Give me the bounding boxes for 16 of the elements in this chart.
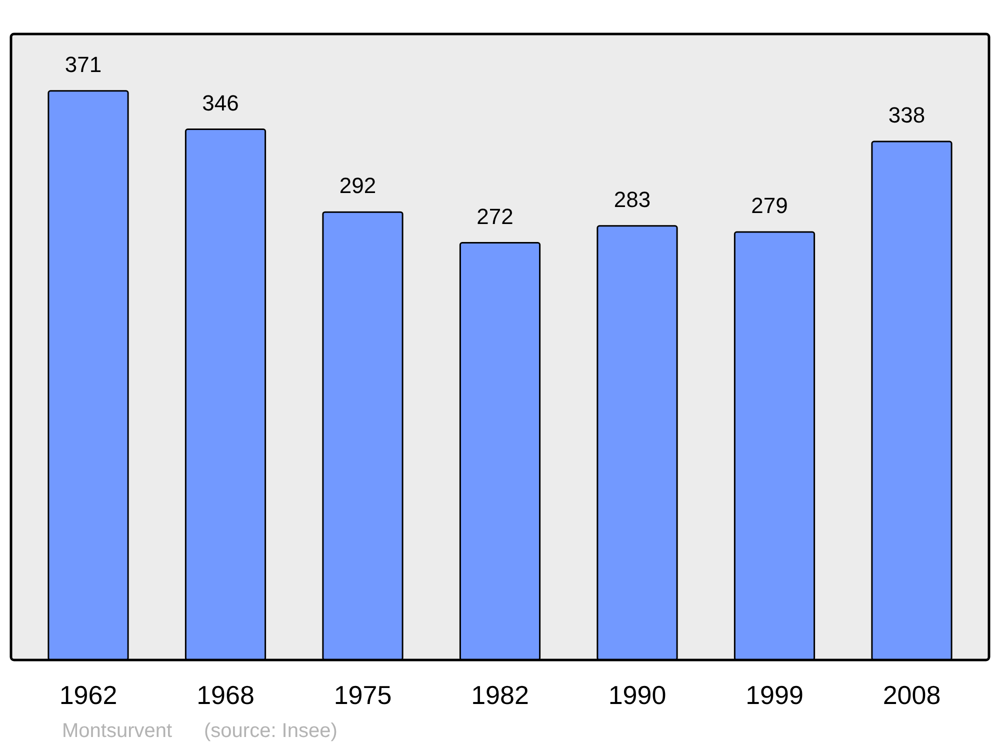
data-label: 338 xyxy=(888,102,926,128)
data-label: 279 xyxy=(751,193,788,218)
x-tick-label: 1962 xyxy=(59,680,118,710)
data-label: 292 xyxy=(339,173,376,198)
x-tick-label: 1968 xyxy=(196,680,254,710)
x-tick-label: 1982 xyxy=(471,680,529,710)
text: Montsurvent xyxy=(62,720,172,742)
x-tick-label: 1990 xyxy=(608,680,666,710)
x-tick-label: 1975 xyxy=(334,680,392,710)
x-tick-label: 2008 xyxy=(882,680,941,710)
data-label: 272 xyxy=(476,204,514,229)
x-tick-label: 1999 xyxy=(746,680,804,710)
data-label: 346 xyxy=(202,90,239,116)
data-label: 371 xyxy=(64,52,102,77)
data-label: 283 xyxy=(614,186,651,212)
text: (source: Insee) xyxy=(204,720,338,742)
